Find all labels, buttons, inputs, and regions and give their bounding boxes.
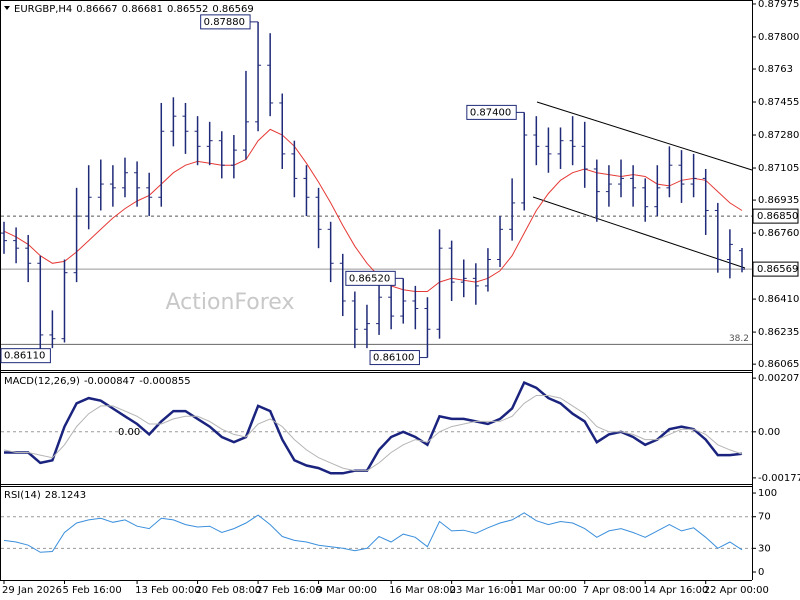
fib-label: 38.2 (729, 334, 749, 344)
x-tick-label: 23 Mar 16:00 (450, 585, 517, 596)
indicator-line (3, 512, 743, 553)
inner-tick-label: 0.00 (118, 427, 140, 438)
y-tick-label: 0.87975 (758, 0, 799, 10)
x-tick-label: 5 Feb 16:00 (62, 585, 121, 596)
annotation-label: 0.87880 (204, 17, 245, 28)
annotation-box (345, 270, 396, 286)
annotation-label: 0.86520 (349, 273, 390, 284)
channel (532, 101, 753, 269)
frame (0, 0, 753, 581)
panel-header: MACD(12,26,9) -0.000847 -0.000855 (4, 376, 191, 387)
x-tick-label: 29 Jan 2026 (2, 585, 62, 596)
y-tick-label: 0.8763 (758, 64, 793, 75)
header-value: 0.86667 (76, 4, 117, 15)
annotation-box (0, 348, 51, 364)
annotation-label: 0.86110 (4, 351, 45, 362)
y-tick-label: 0 (758, 567, 764, 578)
channel-upper (536, 101, 753, 171)
annotation-label: 0.86100 (373, 353, 414, 364)
header-title: EURGBP,H4 (14, 4, 72, 15)
header-value: 0.86569 (212, 4, 253, 15)
y-tick-label: 0.87800 (758, 32, 799, 43)
indicator-line (3, 395, 743, 472)
watermark: ActionForex (166, 290, 295, 315)
annotation-box (369, 350, 420, 366)
menu-arrow (4, 6, 10, 10)
y-tick-label: 0.86235 (758, 327, 799, 338)
level-label: 0.86850 (757, 211, 798, 222)
annotation-label: 0.87400 (470, 107, 511, 118)
x-tick-label: 31 Mar 00:00 (510, 585, 577, 596)
header-value: -0.000847 (84, 376, 135, 387)
header-title: RSI(14) (4, 490, 41, 501)
moving-average (3, 128, 743, 292)
header-title: MACD(12,26,9) (4, 376, 80, 387)
level-label-box (752, 208, 799, 224)
header-value: 0.86552 (167, 4, 208, 15)
y-tick-label: 70 (758, 512, 771, 523)
y-tick-label: 0.87455 (758, 97, 799, 108)
y-tick-label: 0.002072 (758, 373, 800, 384)
header-value: -0.000855 (139, 376, 190, 387)
x-tick-label: 9 Mar 00:00 (317, 585, 377, 596)
annotation-box (200, 14, 251, 30)
y-tick-label: 0.86935 (758, 195, 799, 206)
header-value: 0.86681 (122, 4, 163, 15)
panel-header: EURGBP,H4 0.86667 0.86681 0.86552 0.86569 (14, 4, 254, 15)
y-tick-label: 0.87280 (758, 130, 799, 141)
y-tick-label: 0.87105 (758, 163, 799, 174)
x-tick-label: 20 Feb 08:00 (196, 585, 262, 596)
channel-lower (532, 196, 746, 269)
y-tick-label: 30 (758, 543, 771, 554)
x-tick-label: 14 Apr 16:00 (643, 585, 708, 596)
x-tick-label: 27 Feb 16:00 (256, 585, 322, 596)
header-value: 28.1243 (45, 490, 86, 501)
current-price-label-box (752, 261, 799, 277)
y-tick-label: -0.001778 (758, 473, 800, 484)
y-tick-label: 0.86065 (758, 359, 799, 370)
y-tick-label: 100 (758, 488, 777, 499)
y-tick-label: 0.86760 (758, 228, 799, 239)
annotation-box (466, 104, 517, 120)
x-tick-label: 16 Mar 08:00 (389, 585, 456, 596)
current-price-label: 0.86569 (757, 264, 798, 275)
panel-header: RSI(14) 28.1243 (4, 490, 86, 501)
y-tick-label: 0.00 (758, 427, 780, 438)
x-tick-label: 7 Apr 08:00 (583, 585, 642, 596)
x-tick-label: 13 Feb 00:00 (135, 585, 201, 596)
x-tick-label: 22 Apr 00:00 (704, 585, 769, 596)
y-tick-label: 0.86410 (758, 294, 799, 305)
